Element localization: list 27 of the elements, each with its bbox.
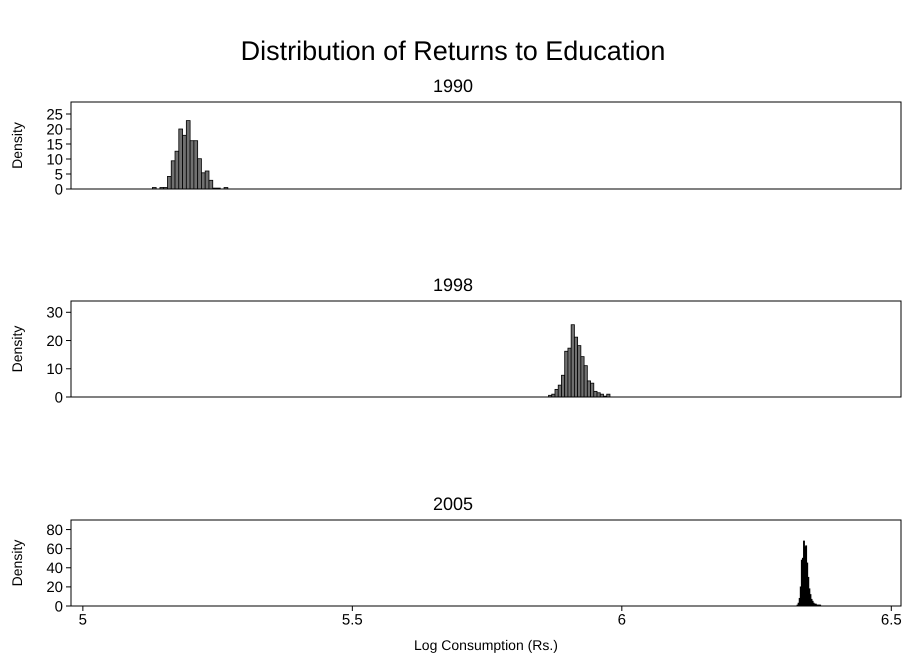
x-tick-label: 5 <box>78 612 88 629</box>
y-tick-label: 5 <box>54 166 63 184</box>
y-tick-label: 20 <box>46 332 63 350</box>
chart-title: Distribution of Returns to Education <box>240 36 666 66</box>
y-axis-title: Density <box>9 540 25 586</box>
y-tick-label: 10 <box>46 151 63 168</box>
y-tick-label: 25 <box>46 106 63 124</box>
chart-title: 1998 <box>432 275 474 295</box>
y-tick-label: 30 <box>46 304 63 322</box>
y-tick-label: 80 <box>46 522 63 539</box>
y-axis-title: Density <box>9 326 25 372</box>
x-tick-label: 6.5 <box>880 612 902 629</box>
x-tick-label: 5.5 <box>342 612 363 629</box>
y-tick-label: 40 <box>46 560 63 578</box>
chart-title: 2005 <box>432 494 474 514</box>
y-tick-label: 20 <box>46 579 63 596</box>
y-tick-label: 0 <box>54 181 63 198</box>
y-tick-label: 10 <box>46 361 63 378</box>
y-tick-label: 0 <box>54 389 63 406</box>
y-axis-title: Density <box>9 122 25 169</box>
y-tick-label: 15 <box>46 136 63 154</box>
x-tick-label: 6 <box>618 612 626 629</box>
y-tick-label: 0 <box>54 598 63 616</box>
y-tick-label: 60 <box>46 540 63 558</box>
x-axis-title: Log Consumption (Rs.) <box>414 637 558 653</box>
y-tick-label: 20 <box>46 121 63 138</box>
chart-subtitle: 1990 <box>432 76 474 96</box>
